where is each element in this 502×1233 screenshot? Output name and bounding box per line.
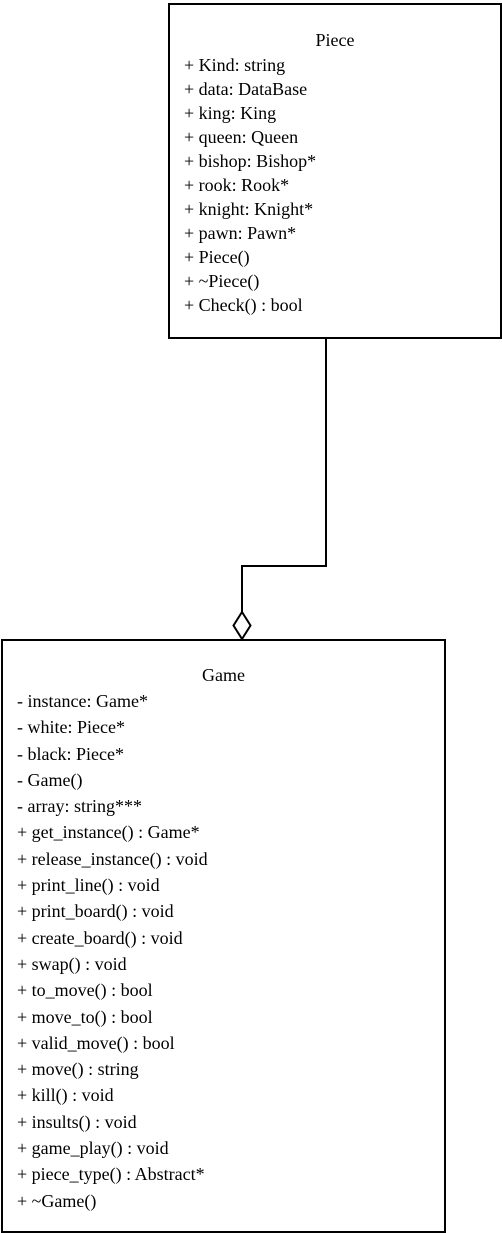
class-member: + release_instance() : void xyxy=(17,848,208,869)
class-name-game: Game xyxy=(202,665,245,685)
class-box-piece: Piece + Kind: string + data: DataBase + … xyxy=(168,3,502,339)
class-member: + ~Piece() xyxy=(184,271,260,291)
member-list-game: - instance: Game* - white: Piece* - blac… xyxy=(17,688,440,1214)
class-member: - Game() xyxy=(17,769,83,790)
class-box-game: Game - instance: Game* - white: Piece* -… xyxy=(1,639,446,1233)
class-member: + get_instance() : Game* xyxy=(17,822,200,843)
aggregation-diamond xyxy=(232,610,252,641)
class-member: - white: Piece* xyxy=(17,717,125,738)
class-member: + to_move() : bool xyxy=(17,980,153,1001)
class-member: + Kind: string xyxy=(184,55,286,75)
class-member: + Piece() xyxy=(184,247,250,267)
class-member: - instance: Game* xyxy=(17,691,148,711)
class-member: + kill() : void xyxy=(17,1085,114,1106)
class-member: + insults() : void xyxy=(17,1111,137,1132)
class-member: + print_line() : void xyxy=(17,875,160,896)
class-member: + rook: Rook* xyxy=(184,175,290,195)
class-member: + valid_move() : bool xyxy=(17,1032,175,1053)
class-member: + bishop: Bishop* xyxy=(184,151,317,171)
class-member: + king: King xyxy=(184,103,277,123)
class-member: + data: DataBase xyxy=(184,79,308,99)
class-member: + pawn: Pawn* xyxy=(184,223,297,243)
class-member: + move() : string xyxy=(17,1059,139,1080)
class-member: - black: Piece* xyxy=(17,743,124,764)
class-member: + queen: Queen xyxy=(184,127,299,147)
class-member: - array: string*** xyxy=(17,796,142,817)
class-member: + Check() : bool xyxy=(184,295,303,315)
class-member: + swap() : void xyxy=(17,953,127,974)
class-member: + game_play() : void xyxy=(17,1138,169,1159)
class-member: + ~Game() xyxy=(17,1190,97,1211)
class-member: + move_to() : bool xyxy=(17,1006,153,1027)
class-member: + print_board() : void xyxy=(17,901,174,922)
aggregation-line xyxy=(241,339,327,612)
class-name-piece: Piece xyxy=(315,30,355,50)
class-member: + knight: Knight* xyxy=(184,199,314,219)
class-member: + piece_type() : Abstract* xyxy=(17,1164,205,1185)
member-list-piece: + Kind: string + data: DataBase + king: … xyxy=(184,53,496,317)
class-member: + create_board() : void xyxy=(17,927,183,948)
